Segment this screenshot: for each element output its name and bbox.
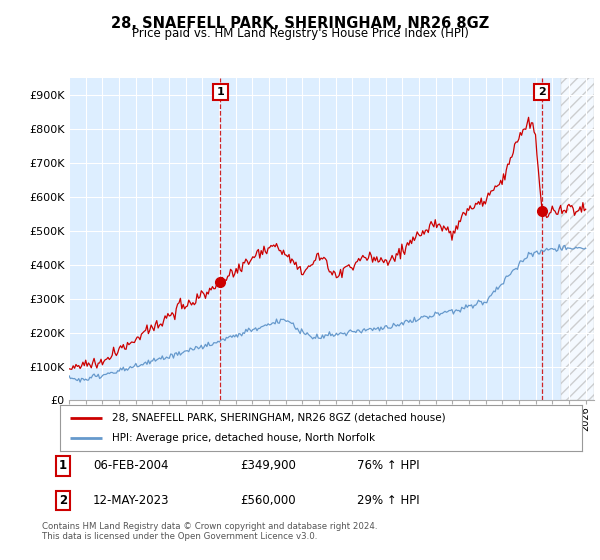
Text: £560,000: £560,000 [240,494,296,507]
Text: 28, SNAEFELL PARK, SHERINGHAM, NR26 8GZ (detached house): 28, SNAEFELL PARK, SHERINGHAM, NR26 8GZ … [112,413,446,423]
Text: HPI: Average price, detached house, North Norfolk: HPI: Average price, detached house, Nort… [112,433,376,443]
Text: 28, SNAEFELL PARK, SHERINGHAM, NR26 8GZ: 28, SNAEFELL PARK, SHERINGHAM, NR26 8GZ [111,16,489,31]
Text: 2: 2 [59,494,67,507]
Text: Contains HM Land Registry data © Crown copyright and database right 2024.
This d: Contains HM Land Registry data © Crown c… [42,522,377,542]
Text: 1: 1 [217,87,224,97]
Text: £349,900: £349,900 [240,459,296,472]
Text: Price paid vs. HM Land Registry's House Price Index (HPI): Price paid vs. HM Land Registry's House … [131,27,469,40]
Text: 06-FEB-2004: 06-FEB-2004 [93,459,169,472]
Text: 1: 1 [59,459,67,472]
Text: 2: 2 [538,87,545,97]
Text: 76% ↑ HPI: 76% ↑ HPI [357,459,419,472]
Text: 12-MAY-2023: 12-MAY-2023 [93,494,170,507]
Text: 29% ↑ HPI: 29% ↑ HPI [357,494,419,507]
